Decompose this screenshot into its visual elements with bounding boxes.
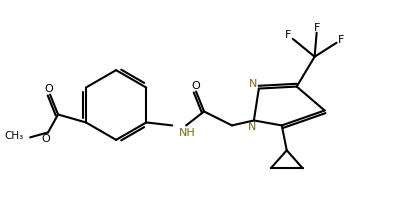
Text: O: O (192, 81, 200, 91)
Text: CH₃: CH₃ (4, 131, 23, 141)
Text: O: O (42, 134, 50, 144)
Text: F: F (285, 30, 291, 40)
Text: F: F (338, 35, 345, 45)
Text: O: O (45, 83, 53, 94)
Text: NH: NH (179, 128, 196, 138)
Text: F: F (314, 23, 320, 33)
Text: N: N (249, 79, 257, 89)
Text: N: N (248, 122, 256, 132)
